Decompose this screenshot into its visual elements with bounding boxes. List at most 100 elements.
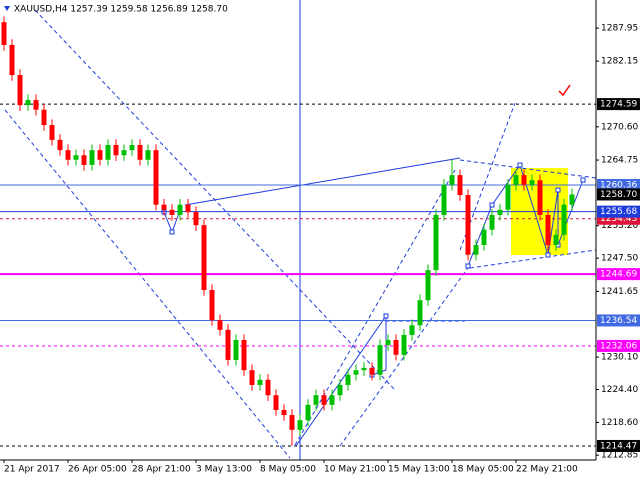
candle-body (393, 340, 399, 355)
candle-body (545, 214, 551, 246)
level-box (597, 188, 640, 201)
candle-body (281, 409, 287, 416)
candle-body (249, 370, 255, 385)
levels (0, 103, 596, 447)
forecast-point (465, 263, 471, 269)
y-tick-label: 1253.20 (601, 221, 638, 231)
level-label: 1232.06 (600, 341, 637, 351)
candle-body (433, 214, 439, 271)
forecast-point (545, 252, 551, 258)
candle-body (473, 245, 479, 255)
x-tick-label: 21 Apr 2017 (4, 465, 60, 475)
forecast-point (555, 187, 561, 193)
x-tick-label: 28 Apr 21:00 (132, 465, 191, 475)
candle-body (417, 300, 423, 326)
candle-body (369, 367, 375, 375)
y-tick-label: 1241.65 (601, 287, 638, 297)
level-box (597, 339, 640, 352)
candle-body (257, 379, 263, 385)
candle-body (1, 22, 7, 45)
candle-body (113, 144, 119, 156)
candle-body (481, 229, 487, 246)
y-tick-label: 1270.60 (601, 122, 638, 132)
candle-body (345, 374, 351, 385)
level-box (597, 98, 640, 111)
candle-body (209, 289, 215, 321)
candle-body (153, 150, 159, 205)
axis-labels: 1287.95 1282.15 1270.60 1264.75 1253.20 1247.… (3, 24, 638, 475)
candle-body (89, 150, 95, 165)
candle-body (353, 370, 359, 375)
candle-body (41, 109, 47, 126)
candle-body (241, 340, 247, 371)
level-box (597, 205, 640, 218)
candle-body (129, 144, 135, 151)
channel-line (339, 264, 471, 447)
y-tick-label: 1212.85 (601, 451, 638, 461)
candle-body (425, 270, 431, 301)
y-tick-label: 1224.40 (601, 385, 638, 395)
candle-body (521, 175, 527, 185)
trend-line (184, 157, 461, 206)
candle-body (313, 395, 319, 405)
candle-body (273, 395, 279, 410)
candle-body (297, 420, 303, 430)
candle-body (137, 144, 143, 160)
candle-body (201, 225, 207, 290)
chart-title: XAUUSD,H4 1257.39 1259.58 1256.89 1258.7… (14, 5, 228, 15)
candle-body (537, 180, 543, 215)
candle-body (193, 212, 199, 226)
candle-body (177, 204, 183, 215)
forecast-point (169, 229, 175, 235)
candle-body (529, 180, 535, 185)
forecast-point (383, 313, 389, 319)
candle-body (217, 320, 223, 330)
forecast-point (489, 202, 495, 208)
level-label: 1258.70 (600, 190, 637, 200)
level-label: 1236.54 (600, 316, 637, 326)
x-tick-label: 3 May 13:00 (196, 465, 252, 475)
forecast-point (580, 177, 586, 183)
channel-line (469, 249, 597, 269)
candle-body (233, 340, 239, 360)
candle-body (185, 204, 191, 213)
candle-body (17, 75, 23, 106)
candle-body (513, 175, 519, 185)
check-mark (558, 84, 571, 97)
candle-body (49, 125, 55, 140)
candle-body (305, 404, 311, 421)
x-tick-label: 15 May 13:00 (388, 465, 450, 475)
candle-body (505, 184, 511, 210)
x-tick-label: 8 May 05:00 (260, 465, 316, 475)
candle-body (97, 150, 103, 160)
forecast-point (517, 162, 523, 168)
y-tick-label: 1287.95 (601, 24, 638, 34)
candle-body (337, 384, 343, 396)
candle-body (449, 175, 455, 185)
candle-body (25, 100, 31, 106)
x-tick-label: 22 May 21:00 (516, 465, 578, 475)
y-tick-label: 1247.50 (601, 254, 638, 264)
candle-body (73, 155, 79, 160)
candle-body (465, 195, 471, 255)
candle-body (121, 150, 127, 156)
candle-body (169, 209, 175, 215)
candle-body (265, 379, 271, 396)
candle-body (81, 155, 87, 165)
candle-body (553, 234, 559, 246)
candle-body (361, 367, 367, 371)
channel-line (459, 159, 597, 179)
symbol-icon (4, 6, 10, 11)
candle-body (65, 150, 71, 160)
y-tick-label: 1230.10 (601, 353, 638, 363)
candle-body (329, 395, 335, 405)
level-label: 1254.43 (600, 214, 637, 224)
x-tick-label: 18 May 05:00 (452, 465, 514, 475)
level-label: 1214.47 (600, 441, 637, 451)
candle-body (569, 194, 575, 205)
y-tick-label: 1264.75 (601, 156, 638, 166)
level-box (597, 179, 640, 192)
candle-body (497, 209, 503, 215)
level-label: 1244.69 (600, 270, 637, 280)
